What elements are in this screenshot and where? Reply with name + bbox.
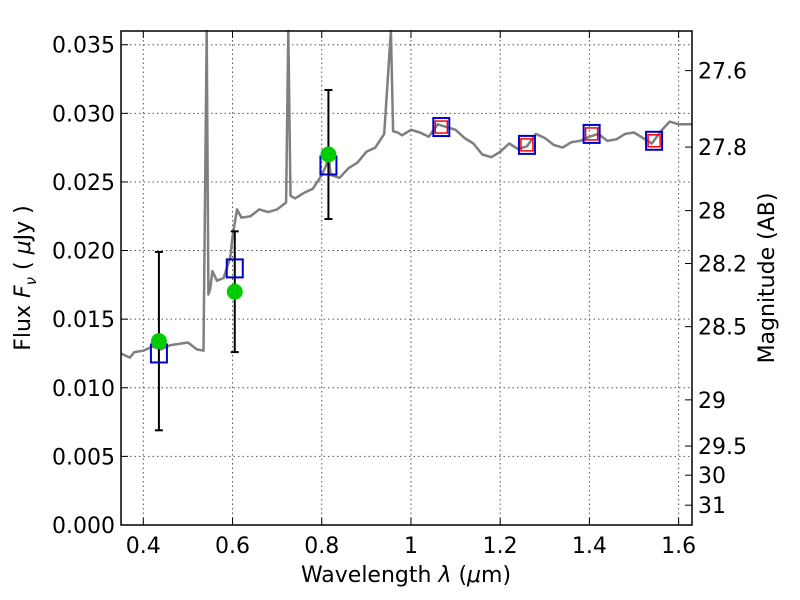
y-tick-label: 0.025 <box>52 171 115 196</box>
observed-point <box>320 146 337 163</box>
model-square <box>645 130 664 151</box>
y-tick-label: 0.005 <box>52 445 115 470</box>
y-tick-label: 0.020 <box>52 240 115 265</box>
secondary-square <box>520 138 534 152</box>
y-tick-label: 0.015 <box>52 308 115 333</box>
mag-tick-label: 29.5 <box>698 435 747 460</box>
plot-frame <box>120 30 693 526</box>
x-tick-label: 1.6 <box>661 534 696 559</box>
observed-point <box>226 283 243 300</box>
x-tick-label: 0.4 <box>126 534 161 559</box>
y-tick-label: 0.035 <box>52 34 115 59</box>
model-square <box>582 123 601 144</box>
secondary-square <box>584 127 599 141</box>
mag-tick-label: 28.2 <box>698 253 747 278</box>
model-square <box>517 134 536 155</box>
model-square <box>432 117 451 138</box>
grid <box>121 31 692 525</box>
mag-tick-label: 28.5 <box>698 316 747 341</box>
x-tick-label: 1.4 <box>572 534 607 559</box>
y-tick-label: 0.030 <box>52 102 115 127</box>
x-axis-label: Wavelength λ (μm) <box>301 563 511 588</box>
x-tick-label: 0.6 <box>215 534 250 559</box>
right-y-axis-label: Magnitude (AB) <box>755 193 780 364</box>
y-tick-label: 0.000 <box>52 514 115 539</box>
y-axis-label: Flux Fν ( μJy ) <box>11 205 40 350</box>
observed-point <box>150 333 167 350</box>
spectrum-line <box>120 29 692 359</box>
mag-tick-label: 27.8 <box>698 136 747 161</box>
x-tick-label: 1 <box>404 534 418 559</box>
mag-tick-label: 27.6 <box>698 60 747 85</box>
markers-layer <box>149 89 664 432</box>
x-tick-label: 0.8 <box>304 534 339 559</box>
y-tick-label: 0.010 <box>52 377 115 402</box>
mag-tick-label: 28 <box>698 200 726 225</box>
mag-tick-label: 31 <box>698 494 726 519</box>
x-tick-label: 1.2 <box>483 534 518 559</box>
mag-tick-label: 29 <box>698 389 726 414</box>
secondary-square <box>434 120 449 134</box>
model-square <box>225 258 244 279</box>
spectrum-layer <box>120 29 692 359</box>
mag-tick-label: 30 <box>698 464 726 489</box>
ticks-layer: 0.4 0.6 0.8 1 1.2 1.4 1.6 0.000 0.005 0.010 0.015 0… <box>52 31 747 559</box>
secondary-square <box>647 134 661 148</box>
